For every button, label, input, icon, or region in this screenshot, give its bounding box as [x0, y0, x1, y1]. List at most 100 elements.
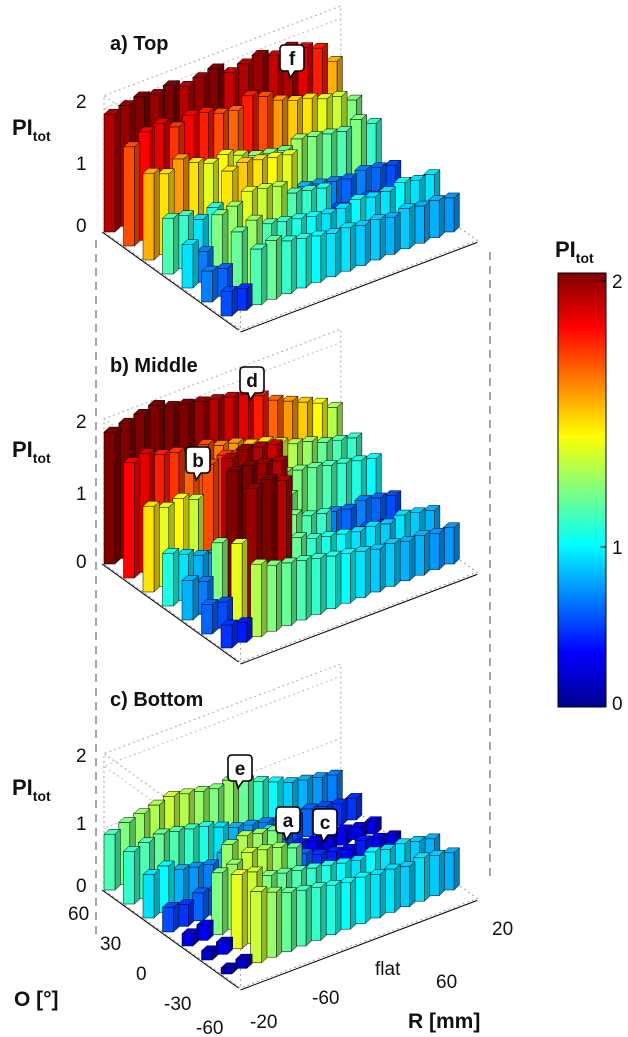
bar-top — [177, 398, 196, 405]
bar-top — [192, 786, 210, 792]
bar-top — [274, 867, 293, 874]
bar-top — [349, 455, 368, 462]
r-axis-label: R [mm] — [408, 1010, 480, 1033]
bar — [200, 598, 219, 635]
bar-top — [157, 860, 175, 867]
bar-top — [147, 89, 166, 95]
bar-side — [379, 214, 386, 261]
bar-top — [186, 494, 205, 500]
bar-top — [427, 528, 446, 534]
bar-top — [427, 195, 446, 201]
bar — [279, 887, 298, 953]
bar-front — [181, 933, 194, 947]
bar-top — [408, 507, 426, 513]
bar-top — [397, 536, 416, 542]
bar-top — [422, 169, 441, 175]
bar-side — [305, 232, 312, 289]
colorbar-gradient — [557, 272, 607, 708]
bar-top — [338, 877, 357, 883]
callout-d: d — [239, 366, 265, 402]
bar — [427, 527, 446, 571]
bar-top — [353, 220, 372, 226]
bar-top — [334, 203, 352, 209]
o-tick-0: 0 — [136, 964, 147, 985]
bar — [200, 945, 219, 961]
bar-top — [397, 861, 416, 867]
bar-top — [323, 880, 342, 886]
bar-top — [319, 460, 338, 466]
bar-top — [304, 211, 323, 217]
bar-top — [103, 426, 122, 433]
bar-top — [192, 72, 210, 78]
bar-side — [202, 887, 209, 922]
bar-top — [191, 550, 210, 556]
bar-top — [240, 460, 259, 466]
bar-top — [118, 817, 136, 823]
bar-top — [171, 153, 190, 160]
bar-top — [300, 436, 319, 442]
bar — [264, 886, 283, 958]
bar-top — [221, 839, 239, 845]
bar-top — [330, 91, 348, 97]
bar-top — [393, 838, 411, 845]
bar-top — [196, 107, 215, 113]
bar-top — [274, 475, 293, 481]
bar-top — [236, 58, 255, 65]
bar-top — [210, 867, 229, 874]
bar-top — [196, 821, 215, 827]
bar-side — [379, 543, 386, 593]
bar-top — [309, 882, 327, 888]
bar-top — [196, 919, 214, 926]
bar-side — [134, 141, 141, 247]
bar-top — [383, 830, 402, 836]
callout-label: f — [289, 49, 296, 70]
bar-top — [245, 150, 264, 156]
bar-top — [241, 819, 259, 826]
bar — [397, 202, 416, 250]
bar-front — [103, 833, 116, 891]
bar-top — [369, 492, 387, 499]
bar-side — [305, 555, 312, 621]
callouts-top: f — [279, 44, 305, 80]
o-tick-30: 30 — [100, 934, 121, 955]
bar-side — [173, 547, 180, 607]
callout-box — [279, 44, 305, 80]
bar-top — [412, 200, 431, 207]
bar-top — [206, 394, 225, 400]
bar — [196, 919, 214, 941]
bar-top — [186, 157, 205, 163]
bar — [368, 214, 387, 261]
bar-front — [142, 172, 155, 261]
bar-top — [162, 401, 181, 407]
bar-side — [134, 845, 141, 905]
bar-top — [235, 444, 254, 450]
bar-top — [264, 235, 283, 241]
bar — [383, 211, 401, 255]
bar — [181, 239, 200, 289]
bar-top — [309, 230, 327, 237]
bar-top — [255, 844, 274, 851]
bar-top — [132, 409, 151, 415]
callout-label: c — [320, 813, 331, 834]
bar — [235, 953, 253, 969]
bar-side — [320, 552, 327, 615]
bar-top — [245, 214, 263, 221]
bar-top — [314, 182, 333, 189]
bar-top — [334, 457, 353, 464]
callout-label: b — [192, 451, 204, 472]
bar-side — [276, 559, 283, 632]
bar-top — [162, 791, 181, 797]
bar-top — [369, 162, 387, 168]
bar-side — [320, 882, 327, 941]
bar-top — [289, 865, 308, 871]
bar-side — [290, 887, 297, 953]
z-axis-label-middle: PItot — [12, 437, 51, 466]
bar-front — [142, 874, 155, 919]
bar-top — [250, 441, 269, 448]
callout-box — [275, 806, 301, 842]
colorbar-label: PItot — [555, 237, 594, 266]
bar-top — [275, 145, 294, 151]
bar — [442, 522, 461, 565]
callout-f: f — [279, 44, 305, 80]
bar-side — [438, 194, 445, 239]
